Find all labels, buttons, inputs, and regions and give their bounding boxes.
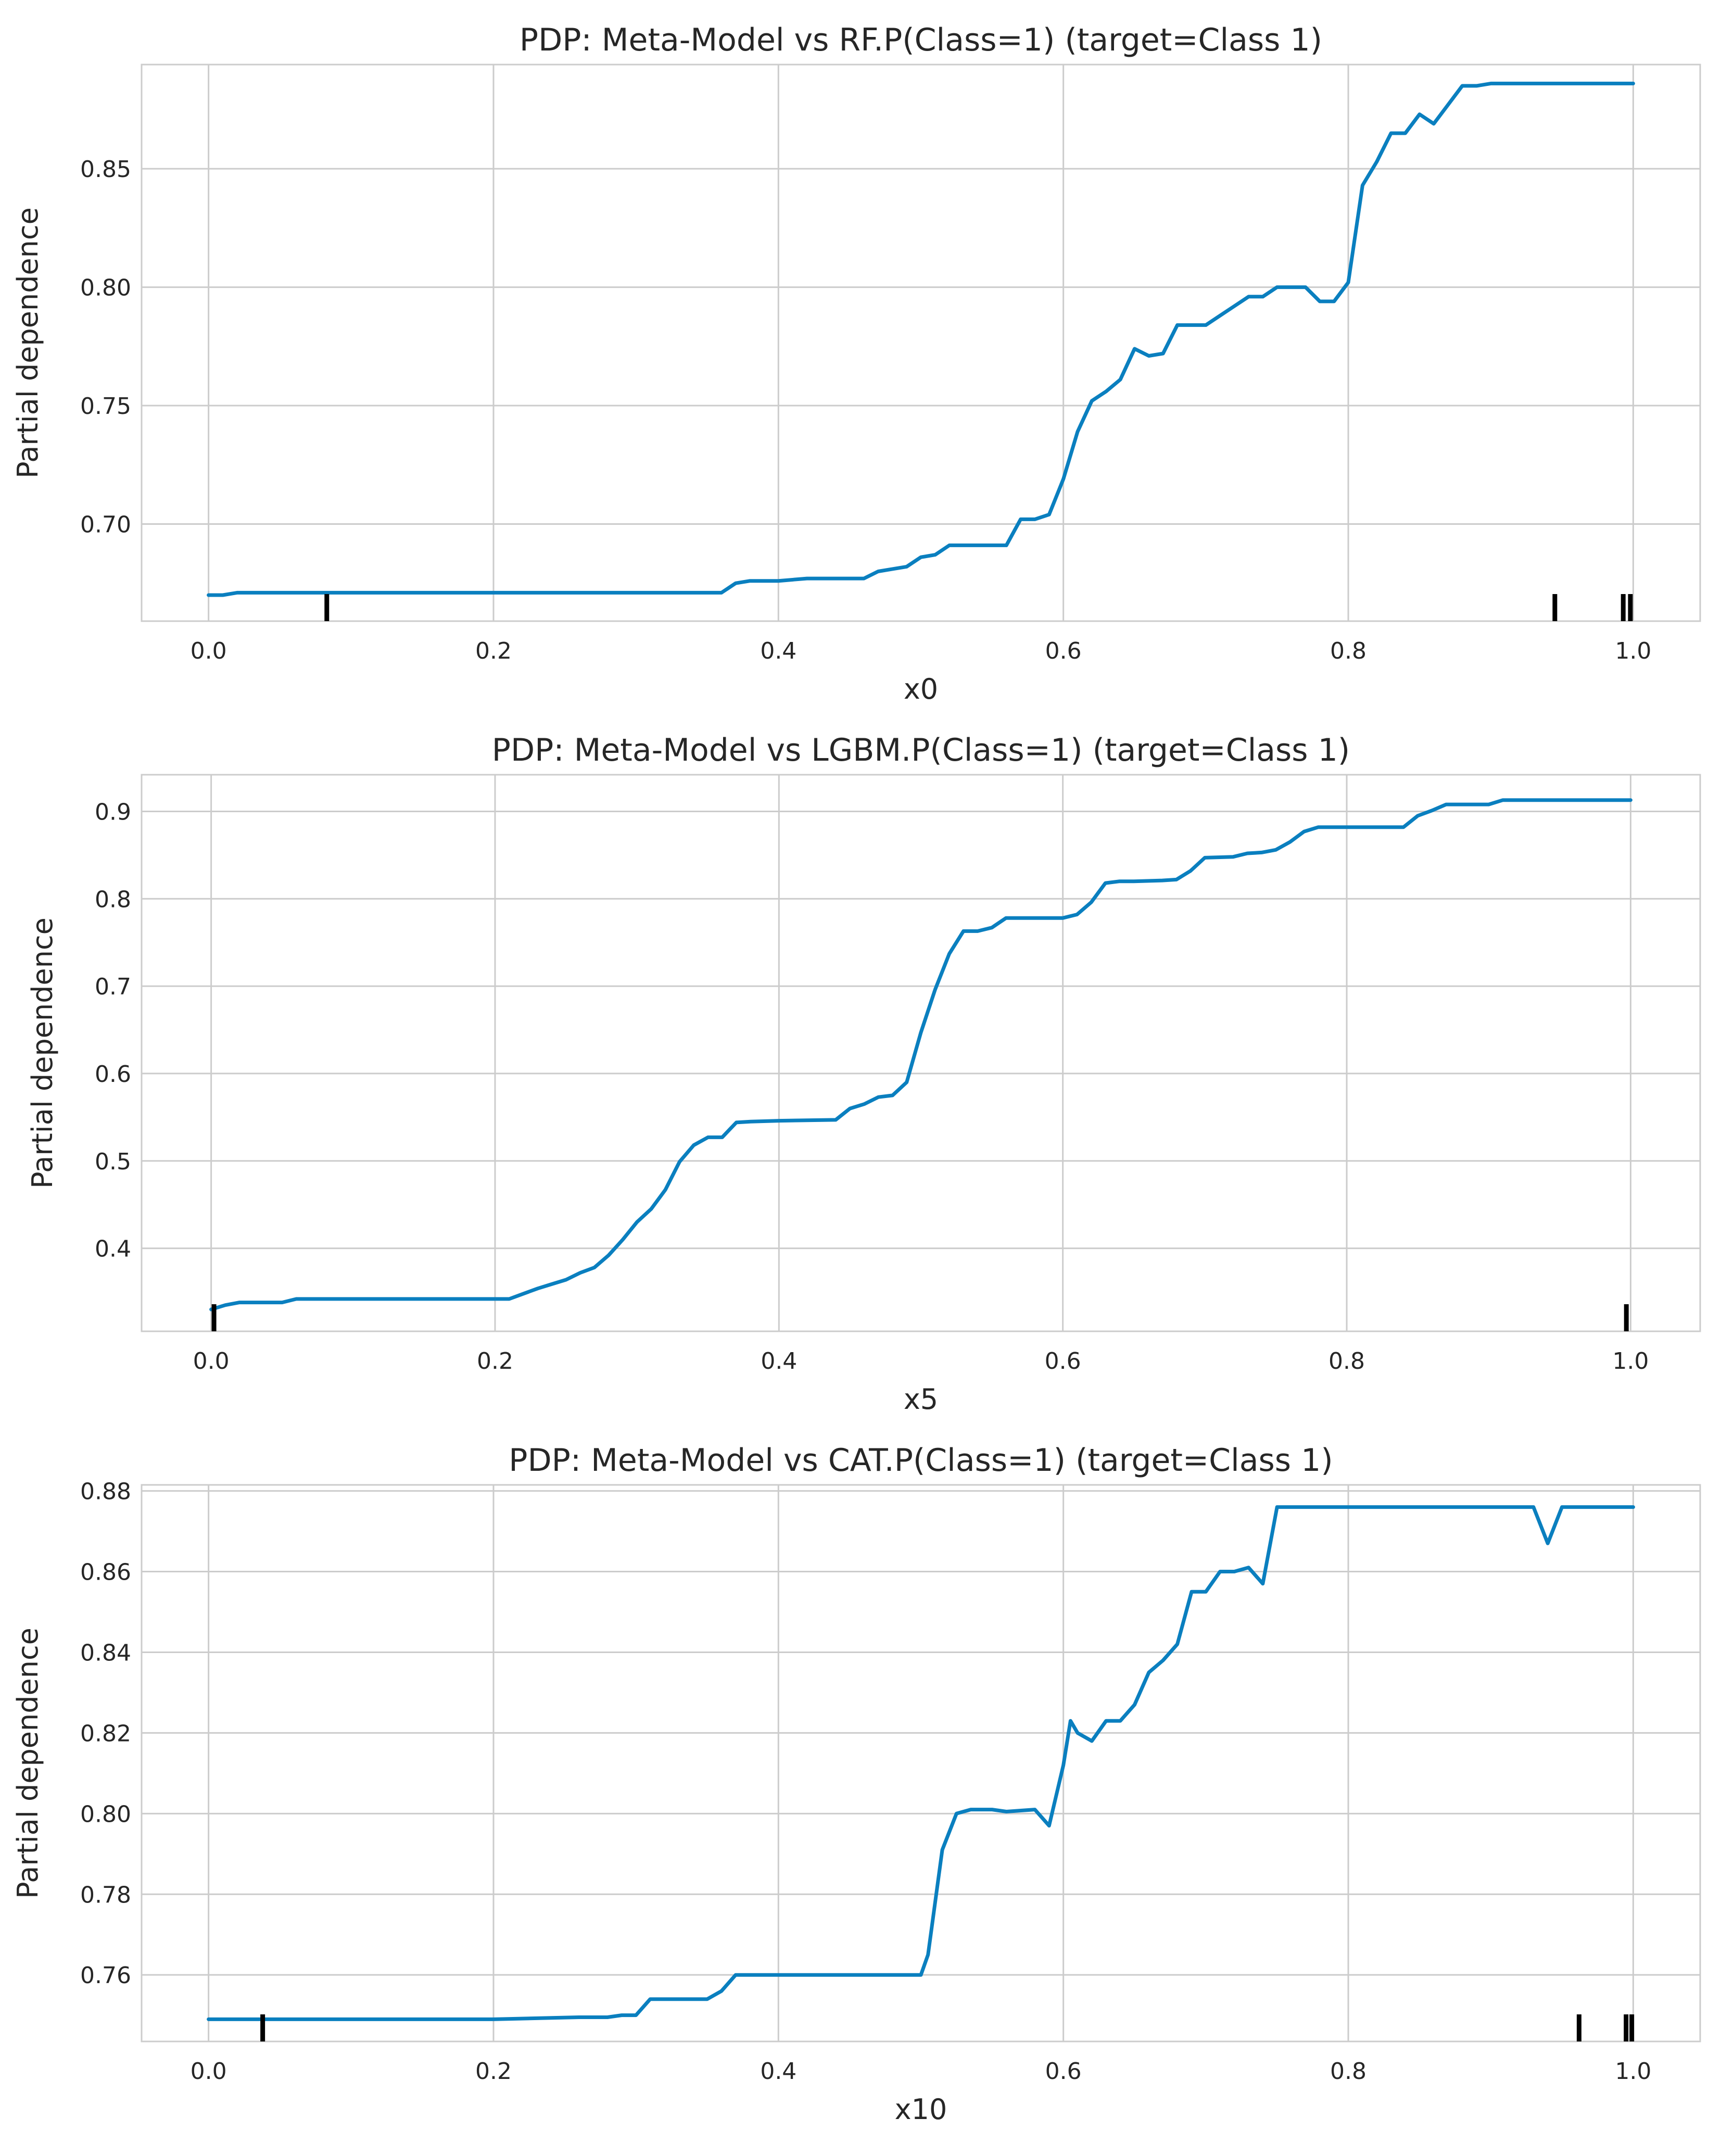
x-axis-label: x10 [895,2093,947,2126]
x-axis-label: x0 [904,673,938,705]
y-tick-label: 0.75 [80,393,131,420]
plot-frame [141,1484,1701,2042]
x-axis-label: x5 [904,1383,938,1416]
pdp-panel-rf: PDP: Meta-Model vs RF.P(Class=1) (target… [11,22,1701,705]
y-tick-label: 0.84 [80,1640,131,1666]
x-tick-label: 0.2 [475,2058,512,2085]
x-tick-label: 1.0 [1615,2058,1651,2085]
x-tick-label: 0.6 [1045,638,1082,664]
y-tick-label: 0.80 [80,275,131,301]
x-tick-label: 0.2 [475,638,512,664]
pd-series-line [207,81,1635,597]
y-tick-label: 0.85 [80,156,131,183]
y-tick-label: 0.70 [80,511,131,538]
y-tick-label: 0.4 [95,1236,131,1263]
y-tick-label: 0.76 [80,1962,131,1989]
x-tick-label: 0.0 [191,2058,227,2085]
x-tick-label: 0.4 [760,638,796,664]
y-tick-label: 0.8 [95,886,131,913]
x-tick-label: 0.8 [1330,2058,1366,2085]
y-tick-label: 0.86 [80,1559,131,1586]
x-tick-label: 1.0 [1612,1348,1649,1375]
panel-title: PDP: Meta-Model vs RF.P(Class=1) (target… [520,22,1322,58]
x-tick-label: 0.2 [477,1348,513,1375]
pd-series-line [207,1505,1635,2021]
y-tick-label: 0.80 [80,1801,131,1827]
x-tick-label: 0.0 [193,1348,230,1375]
panel-title: PDP: Meta-Model vs CAT.P(Class=1) (targe… [509,1442,1333,1479]
y-axis-label: Partial dependence [26,917,59,1189]
x-tick-label: 0.4 [760,2058,796,2085]
panel-title: PDP: Meta-Model vs LGBM.P(Class=1) (targ… [492,732,1350,768]
y-axis-label: Partial dependence [11,207,44,478]
x-tick-label: 0.4 [761,1348,797,1375]
plot-frame [141,64,1701,622]
y-tick-label: 0.7 [95,974,131,1000]
pdp-panel-lgbm: PDP: Meta-Model vs LGBM.P(Class=1) (targ… [26,732,1701,1416]
x-tick-label: 0.6 [1045,2058,1082,2085]
y-tick-label: 0.78 [80,1882,131,1908]
y-tick-label: 0.88 [80,1479,131,1505]
y-tick-label: 0.82 [80,1720,131,1747]
gridlines [141,1484,1701,2042]
x-tick-label: 0.6 [1045,1348,1081,1375]
pd-series-line [209,798,1633,1312]
x-tick-label: 0.8 [1330,638,1366,664]
y-tick-label: 0.5 [95,1149,131,1175]
y-tick-label: 0.6 [95,1061,131,1088]
gridlines [141,774,1701,1332]
pdp-panel-cat: PDP: Meta-Model vs CAT.P(Class=1) (targe… [11,1442,1701,2126]
x-tick-label: 0.8 [1328,1348,1365,1375]
y-tick-label: 0.9 [95,799,131,825]
x-tick-label: 1.0 [1615,638,1651,664]
gridlines [141,64,1701,622]
plot-frame [141,774,1701,1332]
x-tick-label: 0.0 [191,638,227,664]
y-axis-label: Partial dependence [11,1628,44,1899]
